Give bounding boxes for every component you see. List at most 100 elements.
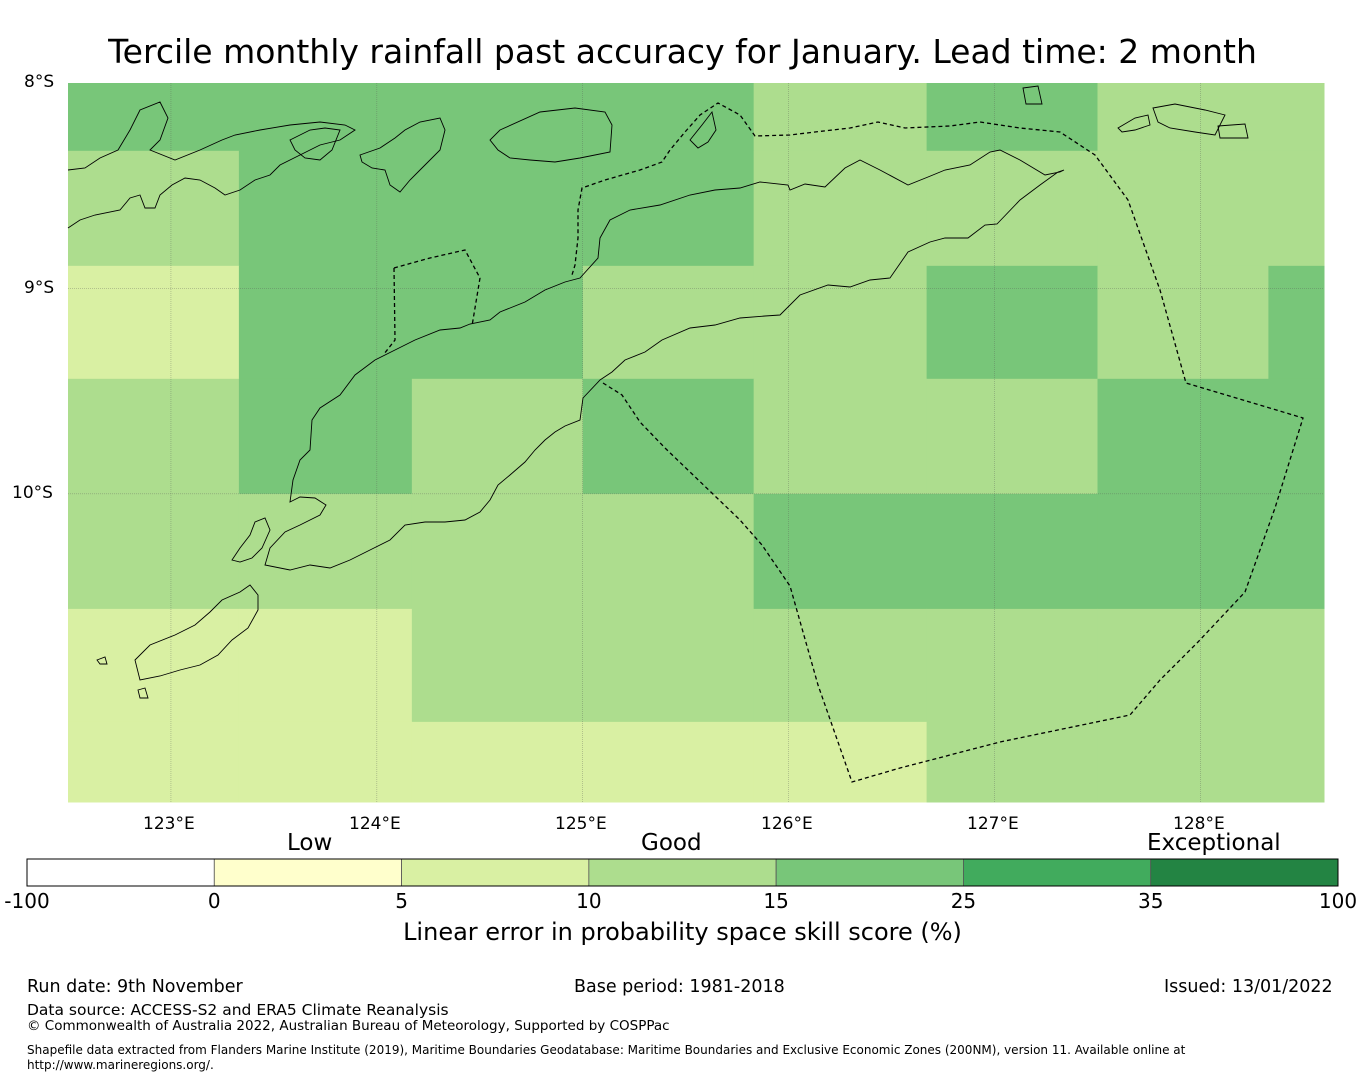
skill-cell: [1268, 150, 1325, 267]
skill-cell: [411, 150, 584, 267]
lon-label-127e: 127°E: [967, 814, 1019, 834]
skill-cell: [582, 721, 755, 803]
skill-cell: [238, 265, 413, 380]
skill-cell: [582, 83, 755, 152]
skill-cell: [68, 721, 240, 803]
skill-cell: [1097, 83, 1269, 152]
skill-cell: [238, 378, 413, 495]
eez-boundaries: [383, 102, 1304, 783]
colorbar-segment: [588, 858, 777, 887]
skill-cell: [1097, 721, 1269, 803]
skill-cell: [411, 721, 584, 803]
colorbar-tick-label: 15: [763, 889, 789, 913]
skill-cell: [68, 83, 240, 152]
skill-cell: [1268, 83, 1325, 152]
skill-cell: [753, 265, 928, 380]
colorbar-tick-label: 10: [576, 889, 602, 913]
atauro-island-coastline: [689, 110, 717, 149]
category-label-exceptional: Exceptional: [1147, 830, 1281, 856]
lon-label-126e: 126°E: [761, 814, 813, 834]
skill-cell: [753, 83, 928, 152]
colorbar-tick-label: 5: [395, 889, 408, 913]
skill-cell: [1268, 493, 1325, 610]
data-source: Data source: ACCESS-S2 and ERA5 Climate …: [27, 1001, 449, 1019]
lon-label-128e: 128°E: [1173, 814, 1225, 834]
skill-cell: [68, 265, 240, 380]
skill-cell: [1268, 378, 1325, 495]
skill-cell: [411, 378, 584, 495]
skill-cell: [238, 83, 413, 152]
small-island-3: [96, 656, 108, 665]
colorbar-segment: [213, 858, 402, 887]
small-island-4: [137, 687, 149, 699]
sawu-island-coastline: [134, 584, 259, 681]
colorbar-segment: [775, 858, 964, 887]
skill-cell: [68, 608, 240, 723]
lembata-island-coastline: [289, 127, 341, 161]
skill-cell: [68, 493, 240, 610]
wetar-east-islands-2: [1152, 103, 1226, 136]
map-title: Tercile monthly rainfall past accuracy f…: [108, 32, 1257, 71]
skill-cell: [926, 493, 1099, 610]
lat-label-9s: 9°S: [24, 278, 55, 298]
skill-grid: [68, 83, 1325, 803]
shapefile-credit-line2: http://www.marineregions.org/.: [27, 1058, 214, 1072]
skill-cell: [1097, 265, 1269, 380]
small-island-2: [1217, 123, 1249, 139]
skill-cell: [1097, 493, 1269, 610]
category-label-good: Good: [641, 830, 702, 856]
colorbar: [26, 858, 1339, 887]
flores-islands-coastline: [67, 101, 356, 229]
skill-cell: [1268, 608, 1325, 723]
skill-cell: [753, 150, 928, 267]
skill-cell: [926, 83, 1099, 152]
skill-cell: [753, 721, 928, 803]
category-label-low: Low: [287, 830, 333, 856]
skill-cell: [926, 265, 1099, 380]
skill-cell: [1268, 721, 1325, 803]
colorbar-tick-label: 100: [1318, 889, 1358, 913]
skill-cell: [411, 493, 584, 610]
colorbar-segment: [1150, 858, 1339, 887]
colorbar-tick-label: 25: [950, 889, 977, 913]
skill-cell: [1268, 265, 1325, 380]
run-date: Run date: 9th November: [27, 977, 243, 997]
colorbar-tick-label: -100: [4, 889, 50, 913]
skill-cell: [926, 608, 1099, 723]
colorbar-outline: [26, 858, 1339, 887]
lat-label-10s: 10°S: [12, 483, 53, 503]
skill-cell: [582, 378, 755, 495]
skill-cell: [582, 265, 755, 380]
skill-cell: [1097, 378, 1269, 495]
skill-cell: [238, 608, 413, 723]
skill-cell: [411, 608, 584, 723]
skill-cell: [582, 150, 755, 267]
skill-cell: [68, 378, 240, 495]
copyright: © Commonwealth of Australia 2022, Austra…: [27, 1018, 670, 1034]
wetar-east-islands: [1117, 114, 1151, 133]
lon-label-125e: 125°E: [555, 814, 607, 834]
timor-leste-eez-boundary: [571, 102, 1304, 783]
skill-cell: [68, 150, 240, 267]
skill-cell: [582, 608, 755, 723]
oecusse-eez-boundary: [383, 249, 481, 355]
lon-label-124e: 124°E: [349, 814, 401, 834]
skill-cell: [238, 493, 413, 610]
coastlines: [67, 85, 1249, 699]
skill-cell: [753, 378, 928, 495]
timor-coastline: [264, 149, 1065, 571]
base-period: Base period: 1981-2018: [574, 977, 785, 997]
colorbar-tick-label: 35: [1137, 889, 1164, 913]
skill-cell: [238, 721, 413, 803]
small-island-1: [1022, 85, 1043, 105]
issued-date: Issued: 13/01/2022: [1164, 977, 1333, 997]
skill-cell: [411, 265, 584, 380]
skill-cell: [926, 378, 1099, 495]
skill-cell: [582, 493, 755, 610]
lon-label-123e: 123°E: [143, 814, 195, 834]
alor-island-coastline: [489, 107, 613, 163]
rote-island-coastline: [231, 517, 271, 563]
pantar-island-coastline: [359, 117, 446, 193]
skill-cell: [753, 608, 928, 723]
graticule: [68, 83, 1324, 802]
